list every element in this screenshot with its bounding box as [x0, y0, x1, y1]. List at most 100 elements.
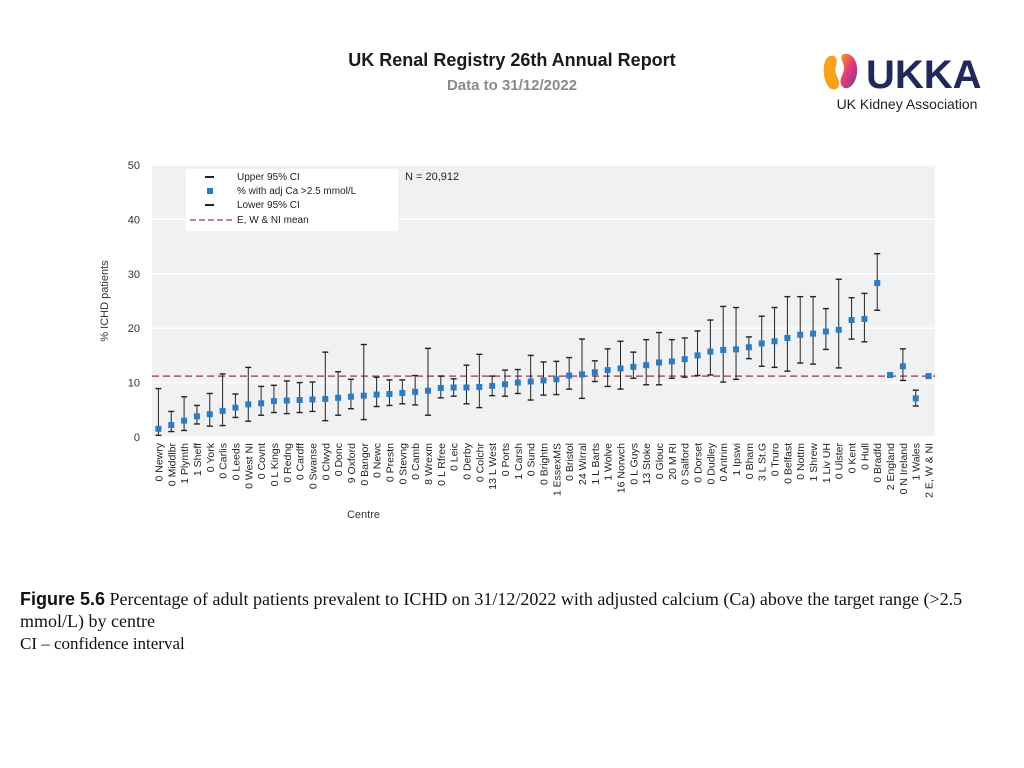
- data-point: [245, 401, 252, 408]
- data-point: [489, 382, 496, 389]
- data-point: [206, 411, 213, 418]
- data-point: [501, 381, 508, 388]
- figure-label: Figure 5.6: [20, 589, 106, 609]
- data-point: [322, 395, 329, 402]
- x-tick-label: 0 Ports: [500, 443, 512, 476]
- x-tick-label: 2 E, W & NI: [924, 443, 936, 498]
- data-point: [155, 425, 162, 432]
- data-point: [514, 379, 521, 386]
- x-tick-label: 1 Liv UH: [821, 443, 833, 483]
- data-point: [437, 385, 444, 392]
- data-point: [822, 328, 829, 335]
- data-point: [476, 383, 483, 390]
- legend-label: % with adj Ca >2.5 mmol/L: [237, 186, 357, 197]
- data-point: [296, 397, 303, 404]
- x-tick-label: 0 Bangor: [359, 443, 371, 486]
- data-point: [168, 422, 175, 429]
- data-point: [874, 280, 881, 287]
- data-point: [463, 384, 470, 391]
- data-point: [232, 404, 239, 411]
- x-tick-label: 0 N Ireland: [898, 443, 910, 495]
- x-tick-label: 0 Colchr: [474, 443, 486, 483]
- report-title: UK Renal Registry 26th Annual Report: [348, 50, 676, 70]
- data-point: [784, 334, 791, 341]
- x-tick-label: 0 Clwyd: [320, 443, 332, 481]
- x-tick-label: 13 Stoke: [641, 443, 653, 485]
- x-tick-label: 16 Norwch: [616, 443, 628, 493]
- y-axis-ticks: 0 10 20 30 40 50: [128, 160, 140, 444]
- data-point: [309, 396, 316, 403]
- x-tick-label: 20 M RI: [667, 443, 679, 480]
- data-point: [591, 369, 598, 376]
- data-point: [424, 387, 431, 394]
- data-point: [360, 392, 367, 399]
- x-tick-label: 0 Sund: [526, 443, 538, 476]
- data-point: [925, 373, 932, 380]
- logo-tagline: UK Kidney Association: [836, 96, 978, 112]
- x-tick-label: 1 Wolve: [603, 443, 615, 481]
- report-subtitle: Data to 31/12/2022: [446, 77, 578, 94]
- x-tick-label: 0 Antrim: [718, 443, 730, 482]
- legend: Upper 95% CI % with adj Ca >2.5 mmol/L Low…: [186, 169, 398, 231]
- data-point: [656, 359, 663, 366]
- x-tick-label: 0 Leeds: [230, 443, 242, 480]
- x-tick-label: 1 Sheff: [192, 443, 204, 476]
- data-point: [553, 376, 560, 383]
- data-point: [347, 393, 354, 400]
- x-tick-label: 0 Nottm: [795, 443, 807, 480]
- x-tick-label: 1 Shrew: [808, 443, 820, 482]
- y-tick-10: 10: [128, 378, 140, 390]
- figure-caption-text: Percentage of adult patients prevalent t…: [20, 589, 963, 631]
- x-tick-label: 0 Ulster: [834, 443, 846, 480]
- data-point: [412, 388, 419, 395]
- data-point: [386, 391, 393, 398]
- x-tick-label: 0 Redng: [282, 443, 294, 483]
- data-point: [181, 417, 188, 424]
- x-tick-label: 24 Wirral: [577, 443, 589, 485]
- data-point: [771, 338, 778, 345]
- data-point: [450, 384, 457, 391]
- x-tick-label: 0 Dudley: [705, 442, 717, 484]
- x-tick-label: 0 Camb: [410, 443, 422, 480]
- data-point: [720, 346, 727, 353]
- y-tick-20: 20: [128, 323, 140, 335]
- data-point: [912, 395, 919, 402]
- data-point: [399, 389, 406, 396]
- n-annotation: N = 20,912: [405, 171, 459, 183]
- x-tick-label: 2 England: [885, 443, 897, 490]
- x-tick-label: 0 Belfast: [782, 443, 794, 484]
- data-point: [861, 315, 868, 322]
- x-tick-label: 1 Plymth: [179, 443, 191, 484]
- data-point: [527, 378, 534, 385]
- logo-wordmark: UKKA: [866, 53, 982, 96]
- data-point: [681, 356, 688, 363]
- calcium-chart: 0 10 20 30 40 50 % ICHD patients Centre 0 New…: [99, 160, 936, 521]
- data-point: [579, 371, 586, 378]
- y-axis-label: % ICHD patients: [99, 260, 111, 342]
- x-tick-label: 0 Truro: [770, 443, 782, 476]
- data-point: [835, 326, 842, 333]
- x-tick-label: 13 L West: [487, 443, 499, 490]
- x-tick-label: 0 Swanse: [307, 443, 319, 489]
- x-tick-label: 0 Cardff: [295, 443, 307, 480]
- x-tick-label: 0 Donc: [333, 443, 345, 476]
- x-tick-label: 1 EssexMS: [551, 443, 563, 496]
- x-tick-label: 0 Brightn: [539, 443, 551, 485]
- data-point: [270, 398, 277, 405]
- data-point: [283, 397, 290, 404]
- ukka-logo: UKKA UK Kidney Association: [822, 52, 997, 122]
- data-point: [604, 367, 611, 374]
- x-tick-label: 0 Stevng: [397, 443, 409, 485]
- x-tick-label: 0 Newry: [153, 442, 165, 481]
- data-point: [745, 344, 752, 351]
- data-point: [617, 365, 624, 372]
- x-tick-label: 0 Newc: [372, 443, 384, 478]
- x-tick-label: 0 Dorset: [693, 443, 705, 483]
- data-point: [630, 363, 637, 370]
- x-tick-label: 3 L St.G: [757, 443, 769, 481]
- data-point: [810, 330, 817, 337]
- x-tick-label: 0 Glouc: [654, 443, 666, 479]
- y-tick-30: 30: [128, 269, 140, 281]
- data-point: [707, 348, 714, 355]
- data-point: [758, 340, 765, 347]
